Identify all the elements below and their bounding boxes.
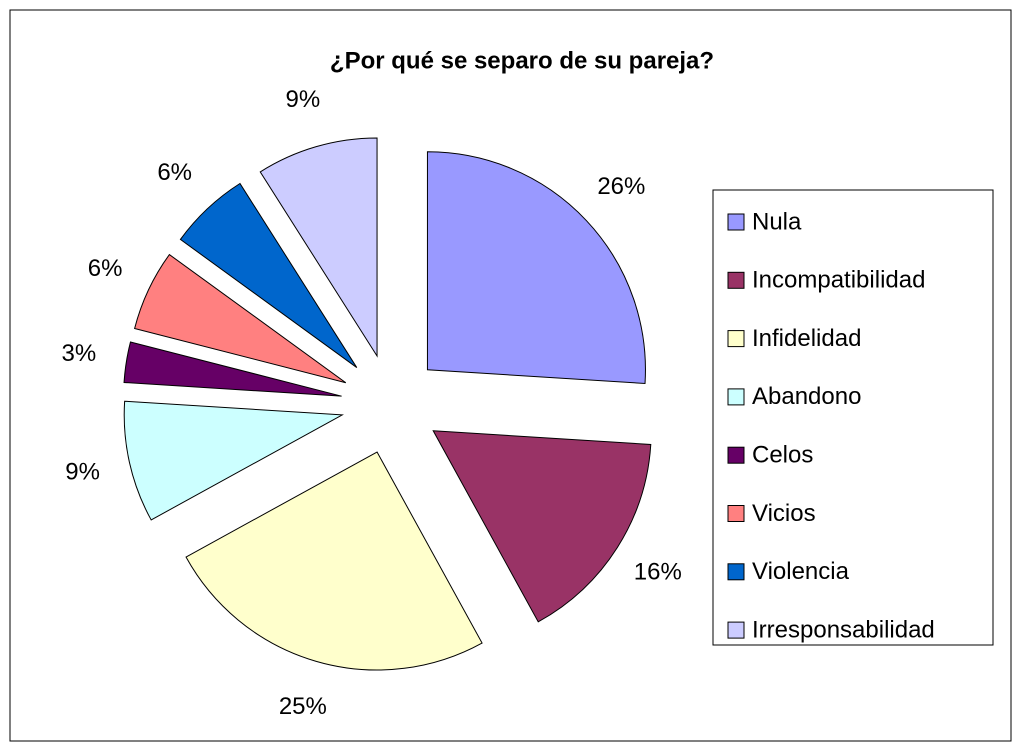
pie-slice: [133, 253, 347, 384]
legend-label: Incompatibilidad: [752, 267, 925, 294]
pie-slice: [123, 341, 342, 397]
data-label: 6%: [88, 255, 123, 282]
legend-swatch: [727, 330, 745, 348]
pie-slice: [179, 182, 358, 368]
legend-swatch: [727, 271, 745, 289]
pie-slice: [426, 151, 646, 384]
data-label: 9%: [65, 458, 100, 485]
pie-slice: [185, 451, 483, 671]
legend-swatch: [727, 388, 745, 406]
legend-swatch: [727, 446, 745, 464]
data-label: 26%: [597, 173, 645, 200]
legend-swatch: [727, 213, 745, 231]
legend-swatch: [727, 563, 745, 581]
legend-label: Violencia: [752, 558, 850, 585]
pie-slice: [432, 430, 652, 623]
legend-label: Irresponsabilidad: [752, 616, 935, 643]
chart-title: ¿Por qué se separo de su pareja?: [330, 47, 714, 74]
legend-swatch: [727, 505, 745, 522]
legend-swatch: [727, 621, 745, 639]
legend-box: [712, 189, 994, 646]
legend-label: Nula: [752, 208, 802, 235]
data-label: 6%: [157, 159, 192, 186]
pie-slice: [123, 400, 344, 521]
data-label: 16%: [634, 559, 682, 586]
data-label: 25%: [279, 693, 327, 720]
legend-label: Vicios: [752, 500, 816, 527]
legend-label: Celos: [752, 442, 813, 469]
legend-label: Abandono: [752, 383, 861, 410]
data-label: 3%: [62, 340, 97, 367]
legend-label: Infidelidad: [752, 325, 861, 352]
data-label: 9%: [285, 86, 320, 113]
pie-slice: [259, 137, 378, 358]
